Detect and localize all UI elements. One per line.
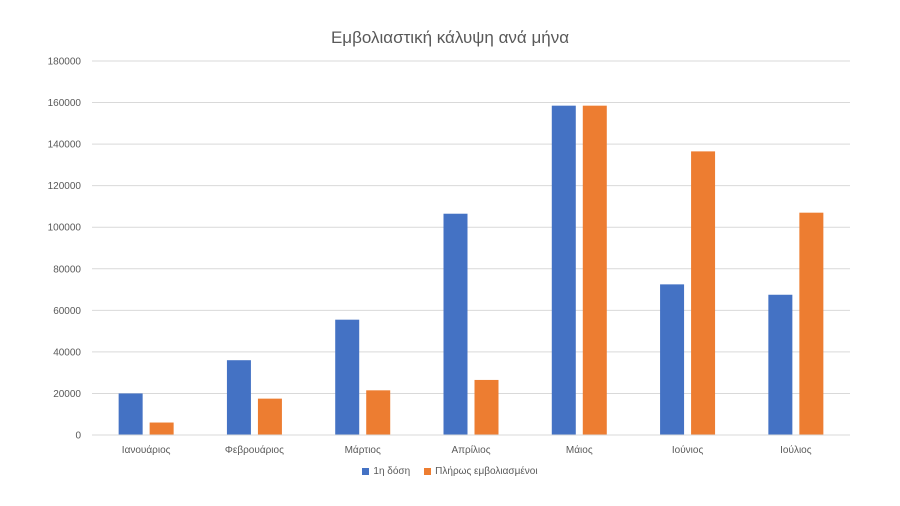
legend-item-first-dose: 1η δόση <box>362 466 410 477</box>
bar-first-dose <box>443 213 468 435</box>
bar-fully-vaccinated <box>799 212 824 435</box>
bar-fully-vaccinated <box>474 379 499 435</box>
y-tick-label: 20000 <box>53 389 81 400</box>
y-tick-label: 140000 <box>48 140 82 151</box>
chart-title: Εμβολιαστική κάλυψη ανά μήνα <box>330 28 570 47</box>
x-category-label: Μάιος <box>566 444 593 456</box>
y-tick-label: 40000 <box>53 347 81 358</box>
x-axis-categories: Ιανουάριος Φεβρουάριος Μάρτιος Απρίλιος Μάιο… <box>122 444 812 456</box>
legend-swatch-first-dose <box>362 468 370 475</box>
x-category-label: Απρίλιος <box>451 444 490 456</box>
bar-first-dose <box>768 294 793 435</box>
y-axis-ticks: 0 20000 40000 60000 80000 100000 120000 140000 1… <box>48 57 82 442</box>
legend-item-fully-vaccinated: Πλήρως εμβολιασμένοι <box>424 466 538 477</box>
legend-swatch-fully-vaccinated <box>424 468 432 475</box>
y-tick-label: 80000 <box>53 264 81 275</box>
x-category-label: Φεβρουάριος <box>225 444 284 456</box>
bar-first-dose <box>335 319 360 435</box>
y-tick-label: 60000 <box>53 306 81 317</box>
bar-fully-vaccinated <box>582 105 607 435</box>
x-category-label: Μάρτιος <box>345 444 381 456</box>
bars <box>118 105 824 435</box>
bar-fully-vaccinated <box>366 390 391 435</box>
bar-first-dose <box>226 360 251 435</box>
x-category-label: Ιανουάριος <box>122 444 171 456</box>
x-category-label: Ιούλιος <box>780 444 812 456</box>
bar-fully-vaccinated <box>691 151 716 435</box>
x-category-label: Ιούνιος <box>672 444 704 456</box>
legend: 1η δόση Πλήρως εμβολιασμένοι <box>0 466 900 477</box>
y-tick-label: 160000 <box>48 98 82 109</box>
bar-first-dose <box>660 284 685 435</box>
gridlines <box>92 60 850 394</box>
y-tick-label: 100000 <box>48 223 82 234</box>
bar-first-dose <box>118 393 143 435</box>
bar-fully-vaccinated <box>149 422 174 435</box>
legend-label-fully-vaccinated: Πλήρως εμβολιασμένοι <box>435 466 538 477</box>
y-tick-label: 120000 <box>48 181 82 192</box>
bar-fully-vaccinated <box>257 398 282 435</box>
legend-label-first-dose: 1η δόση <box>373 466 411 477</box>
y-tick-label: 0 <box>75 431 81 442</box>
bar-first-dose <box>551 105 576 435</box>
y-tick-label: 180000 <box>48 57 82 68</box>
